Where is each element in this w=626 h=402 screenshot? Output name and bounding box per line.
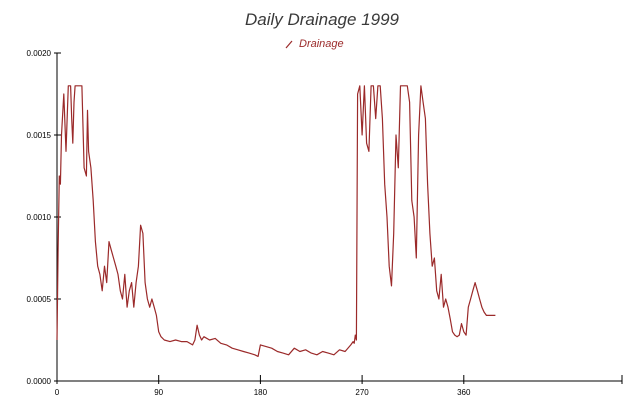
x-tick-label: 90: [154, 388, 163, 397]
legend: Drainage: [285, 38, 344, 50]
y-tick-label: 0.0010: [27, 213, 52, 222]
series-line-drainage: [56, 85, 496, 357]
legend-label-drainage: Drainage: [299, 38, 344, 50]
legend-swatch: [285, 40, 293, 49]
y-tick-label: 0.0000: [27, 377, 52, 386]
y-tick-label: 0.0020: [27, 49, 52, 58]
series-drainage: [56, 85, 496, 357]
axes: [56, 53, 623, 384]
chart-title: Daily Drainage 1999: [245, 10, 400, 29]
x-tick-label: 360: [457, 388, 471, 397]
x-tick-label: 180: [254, 388, 268, 397]
ticks: 0.0000 0.0005 0.0010 0.0015 0.0020 0 90 180 270 3…: [27, 49, 471, 397]
x-tick-label: 0: [55, 388, 60, 397]
y-tick-label: 0.0005: [27, 295, 52, 304]
y-tick-label: 0.0015: [27, 131, 52, 140]
x-tick-label: 270: [355, 388, 369, 397]
